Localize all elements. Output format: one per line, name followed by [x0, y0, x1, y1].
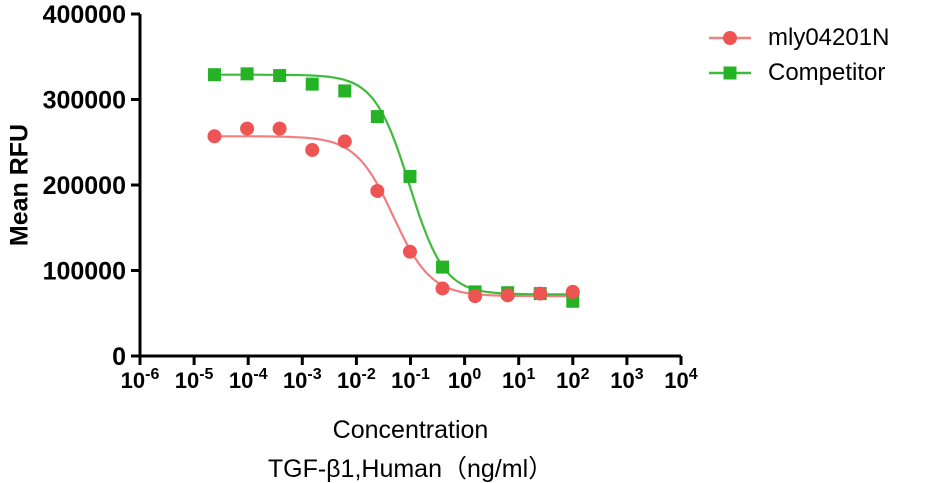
x-axis-title: Concentration [332, 416, 489, 444]
y-tick-label: 400000 [43, 1, 126, 29]
data-point-Competitor [305, 77, 319, 91]
data-point-mly04201N [402, 244, 417, 259]
data-point-mly04201N [240, 121, 255, 136]
x-tick-label: 10-3 [283, 366, 322, 393]
data-point-Competitor [370, 110, 384, 124]
data-point-Competitor [436, 260, 450, 274]
legend-label-mly04201N: mly04201N [768, 24, 890, 51]
data-point-Competitor [403, 169, 417, 183]
x-tick-label: 10-6 [121, 366, 160, 393]
data-point-Competitor [273, 69, 287, 83]
data-point-mly04201N [272, 121, 287, 136]
x-tick-label: 10-1 [391, 366, 430, 393]
x-tick-label: 10-5 [175, 366, 214, 393]
legend-item-competitor: Competitor [706, 59, 889, 86]
legend-item-mly04201N: mly04201N [706, 24, 890, 51]
data-point-mly04201N [337, 134, 352, 149]
data-point-mly04201N [468, 289, 483, 304]
x-tick-label: 101 [502, 366, 535, 393]
y-axis-title: Mean RFU [5, 123, 34, 247]
data-point-mly04201N [435, 281, 450, 296]
data-point-mly04201N [305, 142, 320, 157]
fit-curve-mly04201N [214, 135, 573, 298]
data-point-mly04201N [533, 286, 548, 301]
x-axis-subtitle: TGF-β1,Human（ng/ml） [267, 455, 554, 483]
x-tick-label: 103 [610, 366, 643, 393]
data-point-Competitor [240, 67, 254, 81]
x-tick-label: 104 [664, 366, 697, 393]
legend-marker-square-icon [709, 66, 751, 80]
data-point-Competitor [338, 84, 352, 98]
data-point-mly04201N [207, 129, 222, 144]
x-tick-label: 10-4 [229, 366, 268, 393]
y-tick-label: 300000 [43, 87, 126, 115]
y-tick-label: 100000 [43, 258, 126, 286]
legend-marker-circle-icon [709, 31, 751, 45]
legend: mly04201N Competitor [706, 24, 890, 97]
x-tick-label: 10-2 [337, 366, 376, 393]
y-tick-label: 0 [112, 343, 126, 371]
data-point-Competitor [207, 68, 221, 82]
x-tick-label: 100 [448, 366, 481, 393]
data-point-mly04201N [565, 284, 580, 299]
x-tick-label: 102 [556, 366, 589, 393]
data-point-mly04201N [370, 183, 385, 198]
y-tick-label: 200000 [43, 172, 126, 200]
fit-curve-Competitor [214, 73, 573, 296]
legend-label-competitor: Competitor [768, 59, 886, 86]
data-point-mly04201N [500, 288, 515, 303]
